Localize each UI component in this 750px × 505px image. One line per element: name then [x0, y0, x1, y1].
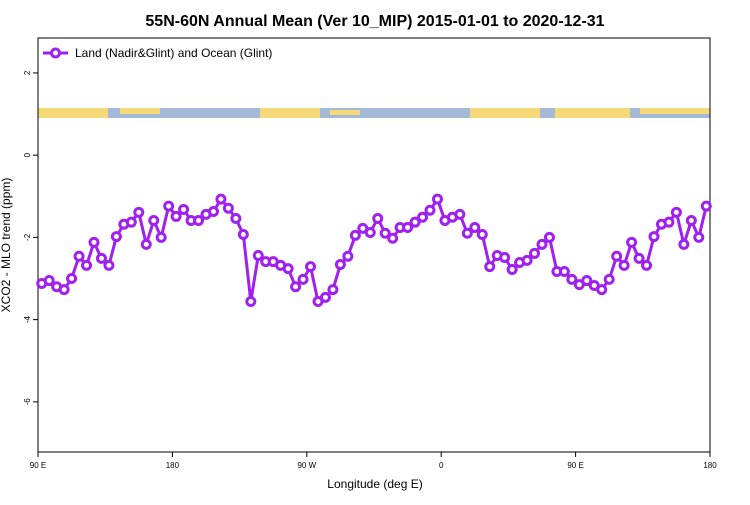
data-point [678, 238, 690, 250]
data-point [73, 250, 85, 262]
data-point [633, 252, 645, 264]
x-tick-label: 90 E [567, 461, 583, 470]
y-tick-label: -6 [23, 398, 32, 406]
data-point [454, 208, 466, 220]
data-point [178, 203, 190, 215]
legend-label: Land (Nadir&Glint) and Ocean (Glint) [75, 46, 272, 60]
data-point [521, 254, 533, 266]
data-point [207, 205, 219, 217]
data-point [252, 249, 264, 261]
map-strip [38, 108, 710, 118]
data-point [529, 247, 541, 259]
data-point [58, 284, 70, 296]
data-point [566, 273, 578, 285]
legend-marker [50, 47, 61, 59]
data-point [140, 238, 152, 250]
data-point [215, 193, 227, 205]
data-point [133, 206, 145, 218]
y-axis-label: XCO2 - MLO trend (ppm) [0, 178, 13, 313]
data-point [558, 266, 570, 278]
data-point [641, 259, 653, 271]
data-point [700, 200, 712, 212]
data-point [372, 212, 384, 224]
data-point [626, 236, 638, 248]
data-point [88, 236, 100, 248]
data-point [663, 216, 675, 228]
data-point [334, 259, 346, 271]
data-point [693, 231, 705, 243]
data-point [327, 284, 339, 296]
data-point [596, 284, 608, 296]
data-point [476, 229, 488, 241]
data-point [103, 259, 115, 271]
data-point [297, 273, 309, 285]
x-tick-label: 90 E [30, 461, 46, 470]
data-point [305, 261, 317, 273]
data-point [506, 263, 518, 275]
y-tick-label: 2 [23, 70, 32, 75]
x-tick-label: 180 [703, 461, 717, 470]
y-tick-label: -2 [23, 233, 32, 241]
data-point [648, 231, 660, 243]
x-tick-label: 90 W [297, 461, 316, 470]
data-point [81, 259, 93, 271]
data-point [499, 252, 511, 264]
data-point [685, 215, 697, 227]
data-point [230, 212, 242, 224]
data-point [319, 291, 331, 303]
data-point [670, 206, 682, 218]
data-point [379, 227, 391, 239]
x-tick-label: 0 [439, 461, 444, 470]
data-point [611, 250, 623, 262]
data-point [342, 250, 354, 262]
data-point [193, 215, 205, 227]
data-point [387, 232, 399, 244]
y-tick-label: 0 [23, 152, 32, 157]
data-point [402, 222, 414, 234]
data-point [581, 275, 593, 287]
data-point [543, 231, 555, 243]
plot-frame [37, 37, 711, 453]
data-point [66, 273, 78, 285]
x-tick-label: 180 [166, 461, 180, 470]
data-point [290, 281, 302, 293]
data-point [469, 222, 481, 234]
data-point [484, 261, 496, 273]
data-point [155, 231, 167, 243]
data-point [431, 193, 443, 205]
data-point [148, 215, 160, 227]
data-point [110, 231, 122, 243]
data-point [461, 227, 473, 239]
x-axis-label: Longitude (deg E) [327, 477, 422, 491]
data-point [282, 263, 294, 275]
data-point [237, 229, 249, 241]
data-point [618, 259, 630, 271]
data-point [43, 275, 55, 287]
data-point [95, 252, 107, 264]
y-tick-label: -4 [23, 316, 32, 324]
data-point [245, 296, 257, 308]
data-point [163, 200, 175, 212]
chart-title: 55N-60N Annual Mean (Ver 10_MIP) 2015-01… [145, 13, 604, 30]
data-point [125, 216, 137, 228]
data-point [603, 273, 615, 285]
data-point [170, 210, 182, 222]
data-point [222, 202, 234, 214]
data-point [417, 211, 429, 223]
data-point [536, 238, 548, 250]
data-point [364, 226, 376, 238]
data-point [409, 216, 421, 228]
data-point [424, 204, 436, 216]
data-point [349, 229, 361, 241]
